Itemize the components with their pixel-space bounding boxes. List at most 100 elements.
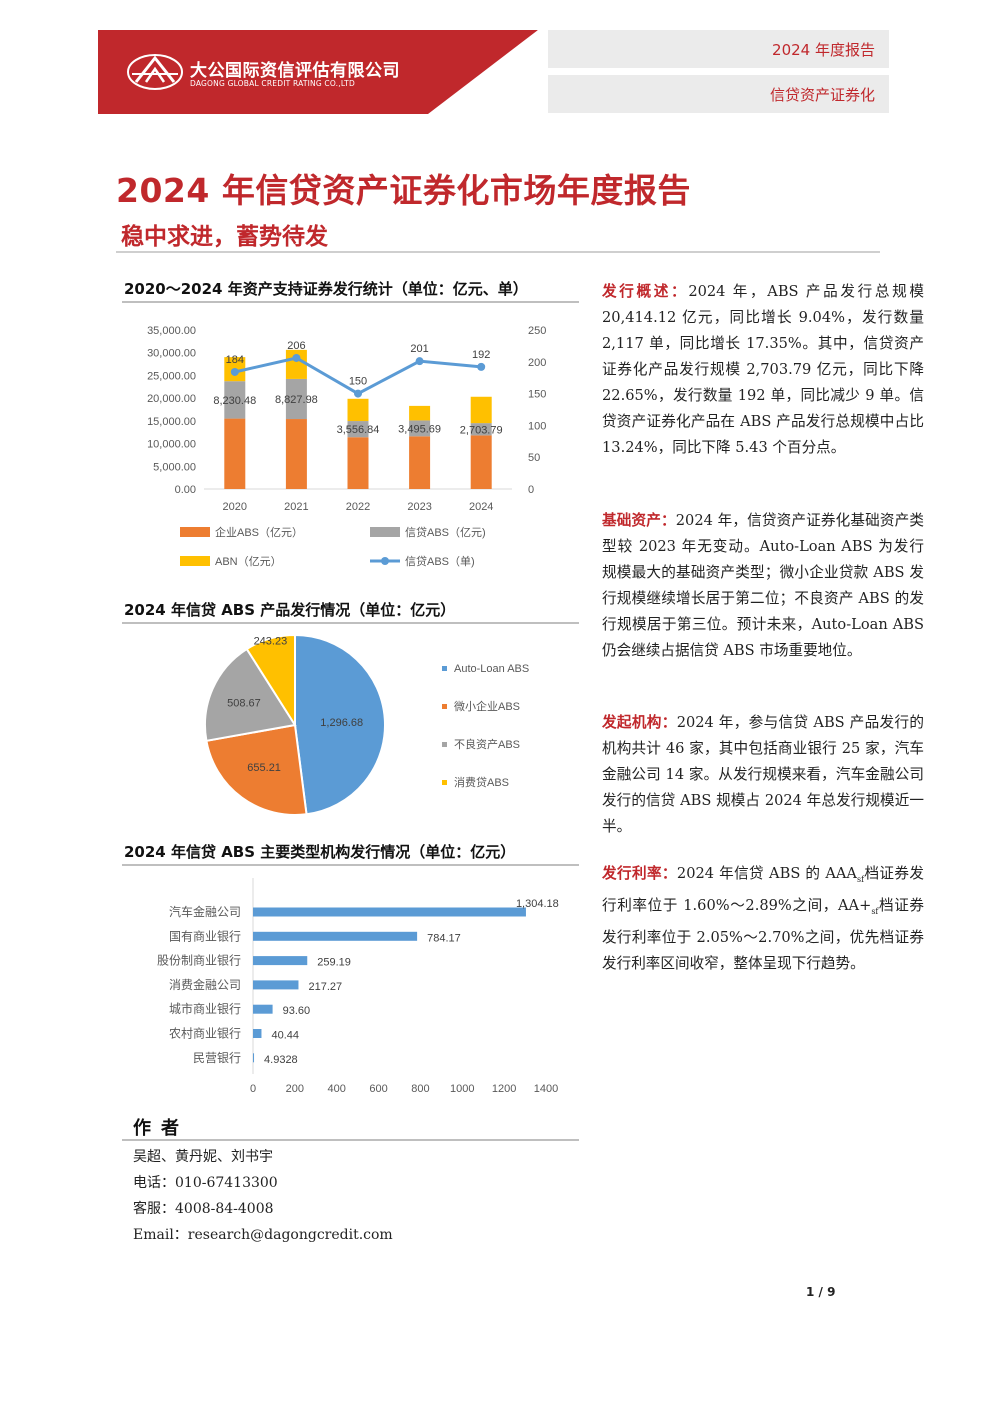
bar-segment [470,423,492,436]
chart1-title-divider [122,301,579,303]
x-tick-label: 1400 [534,1083,558,1095]
bar [253,907,526,917]
company-name-en: DAGONG GLOBAL CREDIT RATING CO.,LTD [190,79,355,88]
bar-data-label: 93.60 [283,1005,311,1017]
legend-label: 消费贷ABS [454,775,509,789]
legend-label: 企业ABS（亿元） [215,525,303,539]
issuance-rate-text-a: 2024 年信贷 ABS 的 AAA [676,865,857,882]
page-title: 2024 年信贷资产证券化市场年度报告 [116,171,691,210]
line-data-label: 184 [226,354,244,366]
pie-data-label: 1,296.68 [320,717,363,729]
y2-tick-label: 50 [528,452,540,464]
bar-segment [285,349,307,379]
report-year-tag-text: 2024 年度报告 [772,41,875,59]
originators-label: 发起机构： [602,714,677,731]
line-point [354,389,362,398]
legend-swatch [442,704,447,709]
bar-data-label: 8,230.48 [213,395,256,407]
institution-horizontal-bar-chart: 0 200 400 600 800 1000 1200 1400 汽车金融公司 1,304.18 国… [157,878,559,1095]
chart2-title-divider [122,622,579,624]
y2-tick-label: 150 [528,389,546,401]
bar [253,956,308,966]
category-label: 国有商业银行 [169,928,241,943]
x-tick-label: 600 [369,1083,387,1095]
issuance-rate-paragraph: 发行利率：2024 年信贷 ABS 的 AAAsf档证券发行利率位于 1.60%… [602,861,924,977]
legend-label: ABN（亿元） [215,555,282,568]
x-tick-label: 0 [250,1083,256,1095]
bar-data-label: 784.17 [427,932,461,944]
y2-tick-label: 200 [528,357,546,369]
y2-tick-label: 250 [528,325,546,337]
product-pie-chart: 1,296.68 655.21 508.67 243.23 Auto-Loan ABS 微… [204,633,529,816]
issuance-rate-text-c: 档证券发行利率位于 2.05%～2.70%之间，优先档证券发行利率区间收窄，整体… [602,896,924,972]
page-subtitle: 稳中求进，蓄势待发 [121,224,328,250]
line-point [292,353,301,362]
chart3-title-divider [122,864,579,866]
bar-data-label: 4.9328 [264,1054,298,1066]
bar-segment [470,396,492,424]
x-tick-label: 400 [328,1083,346,1095]
legend-label: 微小企业ABS [454,699,520,713]
pie-slice [294,633,386,816]
bar-data-label: 259.19 [317,957,351,969]
y2-tick-label: 100 [528,420,546,432]
bar-data-label: 3,495.69 [398,423,441,435]
x-tick-label: 2022 [346,501,370,513]
x-tick-label: 200 [286,1083,304,1095]
legend-label: Auto-Loan ABS [454,663,529,675]
pie-slice [245,633,296,729]
bar [253,1029,262,1038]
company-name-cn: 大公国际资信评估有限公司 [190,61,400,81]
page-number: 1 / 9 [806,1285,836,1299]
line-data-label: 150 [349,376,367,388]
y-tick-label: 30,000.00 [147,348,196,360]
x-tick-label: 2021 [284,501,308,513]
issuance-stacked-bar-chart: 0.00 5,000.00 10,000.00 15,000.00 20,000.00 2… [147,325,546,568]
pie-slice [205,723,308,816]
author-divider [122,1139,579,1141]
bar [253,1004,273,1014]
line-data-label: 192 [472,349,490,361]
author-heading: 作者 [133,1118,189,1139]
legend-swatch [180,556,210,566]
chart1-title: 2020～2024 年资产支持证券发行统计（单位：亿元、单） [124,280,528,298]
category-label: 股份制商业银行 [157,953,241,968]
bar-segment [409,420,431,437]
x-tick-label: 800 [411,1083,429,1095]
bar-data-label: 2,703.79 [460,424,503,436]
category-label: 城市商业银行 [169,1001,241,1016]
chart2-title: 2024 年信贷 ABS 产品发行情况（单位：亿元） [124,601,456,619]
header-banner [98,30,538,114]
issuance-rate-label: 发行利率： [602,865,677,882]
issuance-rate-sub-a: sf [856,874,865,884]
bar-data-label: 1,304.18 [516,898,559,910]
underlying-assets-text: 2024 年，信贷资产证券化基础资产类型较 2023 年无变动。Auto-Loa… [602,512,924,659]
y-tick-label: 25,000.00 [147,370,196,382]
legend-swatch [442,780,447,785]
line-point [477,362,486,371]
category-label: 汽车金融公司 [169,904,241,919]
y-tick-label: 5,000.00 [153,461,196,473]
company-logo-icon [126,52,184,96]
bar-segment [347,437,369,489]
originators-text: 2024 年，参与信贷 ABS 产品发行的机构共计 46 家，其中包括商业银行 … [602,714,924,835]
report-category-tag-text: 信贷资产证券化 [769,86,875,104]
bar-segment [470,435,492,489]
bar-segment [285,419,307,489]
y2-tick-label: 0 [528,484,534,496]
chart3-title: 2024 年信贷 ABS 主要类型机构发行情况（单位：亿元） [124,843,516,861]
bar-data-label: 217.27 [308,981,342,993]
legend-swatch-point [381,557,389,565]
y-tick-label: 0.00 [175,484,196,496]
summary-text: 2024 年，ABS 产品发行总规模 20,414.12 亿元，同比增长 9.0… [602,283,924,456]
pie-data-label: 655.21 [247,762,281,774]
legend-swatch [370,527,400,537]
issuance-rate-sub-b: sf [871,906,879,916]
bar-segment [285,378,307,420]
summary-label: 发行概述： [602,283,689,300]
category-label: 消费金融公司 [169,977,241,992]
author-email[interactable]: Email：research@dagongcredit.com [133,1227,393,1243]
bar-segment [224,381,246,419]
pie-slice [204,647,297,742]
legend-label: 信贷ABS（单) [405,554,475,568]
